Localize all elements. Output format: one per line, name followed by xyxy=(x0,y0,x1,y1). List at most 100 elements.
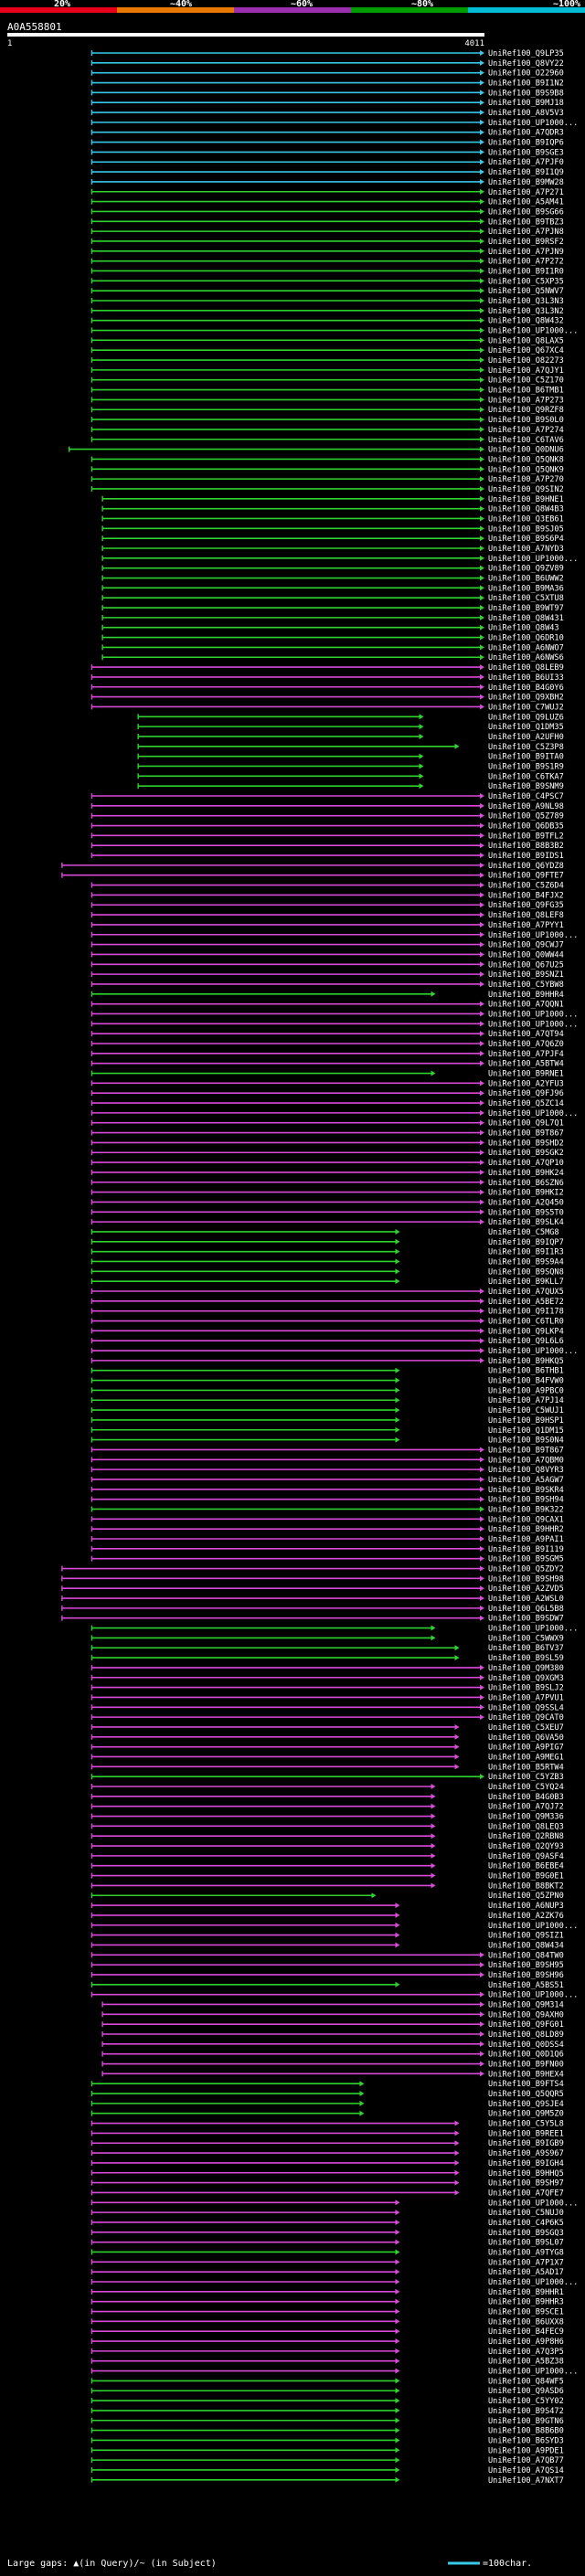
hit-label[interactable]: UniRef100_C4PSC7 xyxy=(488,792,564,801)
hit-label[interactable]: UniRef100_Q9ZV89 xyxy=(488,565,564,574)
hit-label[interactable]: UniRef100_Q5ZPN0 xyxy=(488,1892,564,1901)
hit-label[interactable]: UniRef100_Q9L6L6 xyxy=(488,1337,564,1346)
hit-label[interactable]: UniRef100_B9SNZ1 xyxy=(488,970,564,980)
hit-label[interactable]: UniRef100_B9SLK4 xyxy=(488,1218,564,1227)
hit-label[interactable]: UniRef100_Q2RBN8 xyxy=(488,1832,564,1841)
hit-label[interactable]: UniRef100_B9IQP7 xyxy=(488,1238,564,1247)
hit-label[interactable]: UniRef100_B9S472 xyxy=(488,2407,564,2416)
hit-row[interactable]: UniRef100_Q9L7Q1 xyxy=(90,1119,564,1129)
hit-row[interactable]: UniRef100_Q9CAX1 xyxy=(90,1515,564,1524)
hit-label[interactable]: UniRef100_B9I1N2 xyxy=(488,80,564,89)
hit-label[interactable]: UniRef100_A7Q3P5 xyxy=(488,2348,564,2357)
hit-label[interactable]: UniRef100_A7P273 xyxy=(488,396,564,405)
hit-row[interactable]: UniRef100_Q2RBN8 xyxy=(90,1832,564,1841)
hit-label[interactable]: UniRef100_A5BS51 xyxy=(488,1981,564,1990)
hit-label[interactable]: UniRef100_Q6DR10 xyxy=(488,634,564,643)
hit-label[interactable]: UniRef100_B4FEC9 xyxy=(488,2327,564,2337)
hit-label[interactable]: UniRef100_Q6L5B8 xyxy=(488,1605,564,1614)
hit-label[interactable]: UniRef100_A2ZK76 xyxy=(488,1912,564,1921)
hit-row[interactable]: UniRef100_A2ZVD5 xyxy=(61,1585,564,1594)
hit-label[interactable]: UniRef100_C7WUJ2 xyxy=(488,703,564,712)
hit-row[interactable]: UniRef100_A9PDE1 xyxy=(90,2446,564,2455)
hit-label[interactable]: UniRef100_B9SH96 xyxy=(488,1971,564,1980)
hit-row[interactable]: UniRef100_Q9SSL4 xyxy=(90,1703,564,1712)
hit-label[interactable]: UniRef100_Q9XGM3 xyxy=(488,1674,564,1683)
hit-row[interactable]: UniRef100_B6TMB1 xyxy=(90,387,564,396)
hit-row[interactable]: UniRef100_UP1000... xyxy=(90,1347,578,1356)
hit-label[interactable]: UniRef100_UP1000... xyxy=(488,555,578,564)
hit-label[interactable]: UniRef100_B9TBZ3 xyxy=(488,217,564,227)
hit-label[interactable]: UniRef100_Q6VA50 xyxy=(488,1733,564,1743)
hit-row[interactable]: UniRef100_Q9L6L6 xyxy=(90,1337,564,1346)
hit-label[interactable]: UniRef100_UP1000... xyxy=(488,1020,578,1029)
hit-label[interactable]: UniRef100_B9T867 xyxy=(488,1129,564,1139)
hit-label[interactable]: UniRef100_B9WT97 xyxy=(488,604,564,613)
hit-label[interactable]: UniRef100_Q8VYR3 xyxy=(488,1466,564,1475)
hit-row[interactable]: UniRef100_Q9XBH2 xyxy=(90,694,564,703)
hit-label[interactable]: UniRef100_B9IDS1 xyxy=(488,852,564,861)
hit-label[interactable]: UniRef100_C5YY02 xyxy=(488,2397,564,2406)
hit-row[interactable]: UniRef100_B9HHR1 xyxy=(90,2288,564,2297)
hit-row[interactable]: UniRef100_Q9FG35 xyxy=(90,901,564,910)
hit-label[interactable]: UniRef100_B9IGB9 xyxy=(488,2139,564,2148)
hit-label[interactable]: UniRef100_A8V5V3 xyxy=(488,109,564,118)
hit-row[interactable]: UniRef100_Q3EB61 xyxy=(101,514,564,524)
hit-label[interactable]: UniRef100_B9SCE1 xyxy=(488,2308,564,2317)
hit-label[interactable]: UniRef100_B6TMB1 xyxy=(488,387,564,396)
hit-label[interactable]: UniRef100_B4FJX2 xyxy=(488,891,564,900)
hit-row[interactable]: UniRef100_B9MA36 xyxy=(101,584,564,593)
hit-label[interactable]: UniRef100_B9SLJ2 xyxy=(488,1684,564,1693)
hit-label[interactable]: UniRef100_B9SL59 xyxy=(488,1654,564,1663)
hit-label[interactable]: UniRef100_A7PJN8 xyxy=(488,228,564,237)
hit-label[interactable]: UniRef100_Q8LEB9 xyxy=(488,663,564,673)
hit-row[interactable]: UniRef100_UP1000... xyxy=(90,2278,578,2287)
hit-label[interactable]: UniRef100_UP1000... xyxy=(488,2199,578,2208)
hit-label[interactable]: UniRef100_C5Z3P8 xyxy=(488,743,564,752)
hit-label[interactable]: UniRef100_B9S9B8 xyxy=(488,89,564,98)
hit-row[interactable]: UniRef100_B9KLL7 xyxy=(90,1277,564,1287)
hit-row[interactable]: UniRef100_A7QJ72 xyxy=(90,1803,564,1812)
hit-label[interactable]: UniRef100_A5BE72 xyxy=(488,1298,564,1307)
hit-row[interactable]: UniRef100_C5YZB3 xyxy=(90,1773,564,1782)
hit-label[interactable]: UniRef100_B9SL07 xyxy=(488,2239,564,2248)
hit-row[interactable]: UniRef100_A7QUX5 xyxy=(90,1288,564,1297)
hit-label[interactable]: UniRef100_A7PYY1 xyxy=(488,921,564,930)
hit-label[interactable]: UniRef100_B9S9A4 xyxy=(488,1257,564,1267)
hit-row[interactable]: UniRef100_A7PJN8 xyxy=(90,228,564,237)
hit-row[interactable]: UniRef100_B9SH96 xyxy=(90,1971,564,1980)
hit-row[interactable]: UniRef100_B9MW28 xyxy=(90,178,564,187)
hit-label[interactable]: UniRef100_Q9SSL4 xyxy=(488,1703,564,1712)
hit-label[interactable]: UniRef100_UP1000... xyxy=(488,1347,578,1356)
hit-label[interactable]: UniRef100_A7NXT7 xyxy=(488,2476,564,2486)
hit-label[interactable]: UniRef100_Q9XBH2 xyxy=(488,694,564,703)
hit-row[interactable]: UniRef100_A2UFH0 xyxy=(137,733,564,742)
hit-label[interactable]: UniRef100_B9K322 xyxy=(488,1505,564,1514)
hit-label[interactable]: UniRef100_B9S0N4 xyxy=(488,1436,564,1446)
hit-row[interactable]: UniRef100_Q9SIZ1 xyxy=(90,1932,564,1941)
hit-label[interactable]: UniRef100_B9I119 xyxy=(488,1545,564,1554)
hit-label[interactable]: UniRef100_Q8W432 xyxy=(488,317,564,326)
hit-label[interactable]: UniRef100_Q9L7Q1 xyxy=(488,1119,564,1129)
hit-row[interactable]: UniRef100_Q2QY93 xyxy=(90,1842,564,1851)
hit-row[interactable]: UniRef100_C4P6K5 xyxy=(90,2219,564,2228)
hit-row[interactable]: UniRef100_B4G0B3 xyxy=(90,1793,564,1802)
hit-row[interactable]: UniRef100_B9SH95 xyxy=(90,1961,564,1970)
hit-label[interactable]: UniRef100_A5BZ38 xyxy=(488,2358,564,2367)
hit-row[interactable]: UniRef100_A7P272 xyxy=(90,258,564,267)
hit-row[interactable]: UniRef100_UP1000... xyxy=(90,1020,578,1029)
hit-row[interactable]: UniRef100_B9HEX4 xyxy=(101,2070,564,2079)
hit-row[interactable]: UniRef100_B9GTN6 xyxy=(90,2417,564,2426)
hit-label[interactable]: UniRef100_Q9ASF4 xyxy=(488,1852,564,1861)
hit-label[interactable]: UniRef100_C5Y5L8 xyxy=(488,2120,564,2129)
hit-label[interactable]: UniRef100_B5RTW4 xyxy=(488,1763,564,1772)
hit-row[interactable]: UniRef100_B9RSF2 xyxy=(90,238,564,247)
hit-label[interactable]: UniRef100_Q9I178 xyxy=(488,1308,564,1317)
hit-row[interactable]: UniRef100_A7P1X7 xyxy=(90,2258,564,2267)
hit-row[interactable]: UniRef100_A7PJ14 xyxy=(90,1396,564,1405)
hit-row[interactable]: UniRef100_B4G0Y6 xyxy=(90,684,564,693)
hit-row[interactable]: UniRef100_B9SGK2 xyxy=(90,1149,564,1158)
hit-row[interactable]: UniRef100_B9SDW7 xyxy=(61,1615,564,1624)
hit-label[interactable]: UniRef100_Q5QNK9 xyxy=(488,465,564,474)
hit-label[interactable]: UniRef100_A7NYD3 xyxy=(488,545,564,554)
hit-label[interactable]: UniRef100_Q9FJ96 xyxy=(488,1089,564,1098)
